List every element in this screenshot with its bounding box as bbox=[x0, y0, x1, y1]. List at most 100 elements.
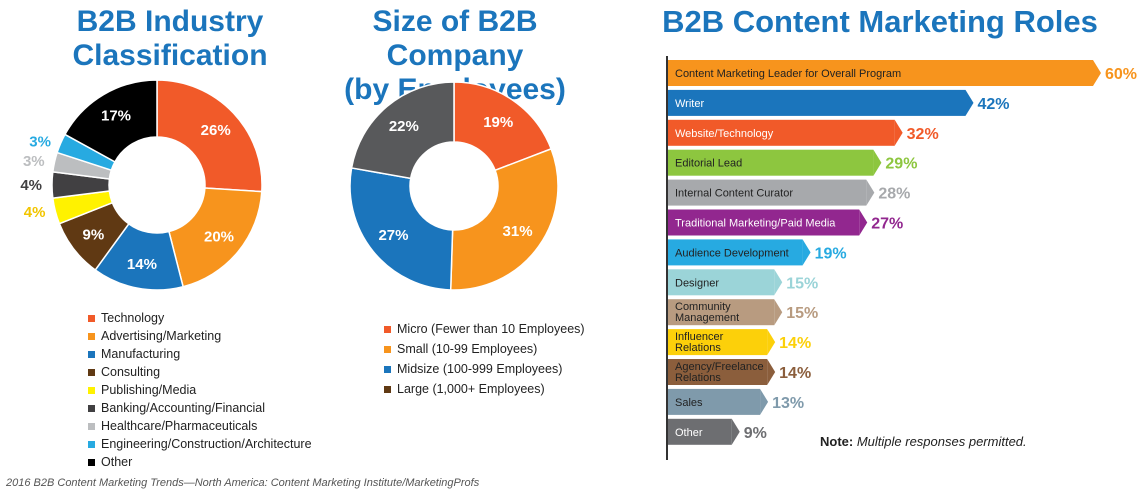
roles-category-traditional-marketing-paid-media: Traditional Marketing/Paid Media bbox=[675, 218, 836, 230]
size-legend-label: Micro (Fewer than 10 Employees) bbox=[397, 322, 585, 336]
size-legend-label: Large (1,000+ Employees) bbox=[397, 382, 545, 396]
roles-value-traditional-marketing-paid-media: 27% bbox=[871, 216, 903, 233]
size-legend-item-midsize-100-999-employees: Midsize (100-999 Employees) bbox=[384, 359, 585, 379]
industry-legend-label: Healthcare/Pharmaceuticals bbox=[101, 419, 258, 433]
industry-title-line1: B2B Industry bbox=[76, 5, 264, 38]
size-legend-swatch bbox=[384, 345, 391, 353]
size-label-midsize-100-999-employees: 27% bbox=[378, 227, 408, 244]
size-legend: Micro (Fewer than 10 Employees) Small (10… bbox=[384, 319, 585, 399]
roles-bar-writer bbox=[668, 89, 966, 116]
roles-bar-tip-content-marketing-leader-for-overall-program bbox=[1093, 60, 1101, 86]
industry-legend-swatch bbox=[88, 368, 95, 376]
roles-bar-tip-other bbox=[731, 418, 740, 445]
roles-bar-tip-traditional-marketing-paid-media bbox=[859, 209, 868, 236]
roles-value-internal-content-curator: 28% bbox=[878, 186, 910, 203]
roles-bar-internal-content-curator bbox=[668, 179, 867, 206]
size-slice-midsize-100-999-employees bbox=[349, 167, 454, 291]
industry-legend-label: Publishing/Media bbox=[101, 383, 197, 397]
roles-bar-community-management bbox=[668, 299, 775, 326]
roles-category-community-management: Community Management bbox=[675, 301, 739, 324]
roles-category-editorial-lead: Editorial Lead bbox=[675, 158, 742, 170]
roles-bar-editorial-lead bbox=[668, 149, 874, 176]
roles-bar-tip-agency-freelance-relations bbox=[767, 359, 776, 385]
size-legend-swatch bbox=[384, 385, 391, 393]
industry-donut-chart: 26% 20% 14% 9% 4% 4% 3% 3% 17% bbox=[20, 79, 263, 291]
industry-label-healthcare-pharmaceuticals: 3% bbox=[23, 153, 45, 170]
roles-title-text: B2B Content Marketing Roles bbox=[662, 4, 1098, 39]
size-slice-micro-fewer-than-10-employees bbox=[453, 81, 553, 172]
industry-label-engineering-construction-architecture: 3% bbox=[29, 134, 51, 151]
roles-bar-tip-influencer-relations bbox=[767, 329, 776, 356]
roles-bar-tip-editorial-lead bbox=[873, 149, 882, 176]
industry-legend-item-other: Other bbox=[88, 453, 312, 471]
industry-legend-item-advertising-marketing: Advertising/Marketing bbox=[88, 327, 312, 345]
industry-legend-item-healthcare-pharmaceuticals: Healthcare/Pharmaceuticals bbox=[88, 417, 312, 435]
size-slice-large-1-000-employees bbox=[350, 81, 455, 180]
note-label: Note: bbox=[820, 434, 854, 449]
roles-bar-tip-audience-development bbox=[802, 239, 811, 266]
industry-chart-title: B2B Industry Classification bbox=[40, 5, 300, 73]
industry-legend-item-consulting: Consulting bbox=[88, 363, 312, 381]
roles-value-audience-development: 19% bbox=[815, 245, 847, 262]
roles-value-website-technology: 32% bbox=[907, 126, 939, 143]
industry-label-publishing-media: 4% bbox=[24, 204, 46, 221]
roles-bar-tip-community-management bbox=[774, 299, 783, 326]
industry-legend-swatch bbox=[88, 332, 95, 340]
roles-bar-tip-writer bbox=[965, 89, 974, 116]
size-label-small-10-99-employees: 31% bbox=[503, 223, 533, 240]
roles-value-writer: 42% bbox=[978, 96, 1010, 113]
roles-bar-agency-freelance-relations bbox=[668, 359, 768, 385]
industry-label-technology: 26% bbox=[201, 122, 231, 139]
size-legend-item-small-10-99-employees: Small (10-99 Employees) bbox=[384, 339, 585, 359]
industry-legend-item-banking-accounting-financial: Banking/Accounting/Financial bbox=[88, 399, 312, 417]
industry-legend-swatch bbox=[88, 314, 95, 322]
roles-bar-tip-website-technology bbox=[894, 119, 903, 146]
roles-bar-tip-sales bbox=[760, 388, 769, 415]
roles-category-agency-freelance-relations: Agency/Freelance Relations bbox=[675, 361, 764, 384]
industry-slice-technology bbox=[156, 79, 263, 193]
roles-category-designer: Designer bbox=[675, 277, 719, 289]
industry-label-other: 17% bbox=[101, 108, 131, 125]
size-legend-label: Midsize (100-999 Employees) bbox=[397, 362, 563, 376]
roles-bar-website-technology bbox=[668, 119, 895, 146]
industry-legend-label: Banking/Accounting/Financial bbox=[101, 401, 265, 415]
roles-bar-traditional-marketing-paid-media bbox=[668, 209, 860, 236]
size-legend-swatch bbox=[384, 365, 391, 373]
roles-category-other: Other bbox=[675, 427, 703, 439]
industry-label-consulting: 9% bbox=[83, 226, 105, 243]
industry-legend-item-publishing-media: Publishing/Media bbox=[88, 381, 312, 399]
roles-category-website-technology: Website/Technology bbox=[675, 128, 774, 140]
roles-category-influencer-relations: Influencer Relations bbox=[675, 331, 724, 354]
roles-category-audience-development: Audience Development bbox=[675, 247, 789, 259]
responses-note: Note: Multiple responses permitted. bbox=[820, 434, 1027, 449]
industry-legend-item-engineering-construction-architecture: Engineering/Construction/Architecture bbox=[88, 435, 312, 453]
industry-legend-label: Manufacturing bbox=[101, 347, 181, 361]
size-label-micro-fewer-than-10-employees: 19% bbox=[483, 114, 513, 131]
roles-value-editorial-lead: 29% bbox=[885, 156, 917, 173]
roles-value-influencer-relations: 14% bbox=[779, 335, 811, 352]
industry-title-line2: Classification bbox=[72, 39, 268, 72]
industry-legend-swatch bbox=[88, 422, 95, 430]
roles-bar-chart: Content Marketing Leader for Overall Pro… bbox=[666, 56, 1137, 460]
industry-legend-swatch bbox=[88, 350, 95, 358]
industry-legend-item-technology: Technology bbox=[88, 309, 312, 327]
source-citation: 2016 B2B Content Marketing Trends—North … bbox=[6, 477, 480, 489]
roles-chart-title: B2B Content Marketing Roles bbox=[660, 5, 1100, 39]
industry-legend: Technology Advertising/Marketing Manufactu… bbox=[88, 309, 312, 471]
industry-legend-label: Engineering/Construction/Architecture bbox=[101, 437, 312, 451]
roles-bar-designer bbox=[668, 269, 775, 296]
size-legend-item-micro-fewer-than-10-employees: Micro (Fewer than 10 Employees) bbox=[384, 319, 585, 339]
roles-value-sales: 13% bbox=[772, 395, 804, 412]
size-slice-small-10-99-employees bbox=[449, 147, 559, 291]
roles-bar-influencer-relations bbox=[668, 329, 768, 356]
roles-value-designer: 15% bbox=[786, 275, 818, 292]
industry-legend-item-manufacturing: Manufacturing bbox=[88, 345, 312, 363]
industry-legend-label: Consulting bbox=[101, 365, 161, 379]
industry-legend-swatch bbox=[88, 386, 95, 394]
industry-legend-label: Other bbox=[101, 455, 133, 469]
roles-category-internal-content-curator: Internal Content Curator bbox=[675, 188, 793, 200]
size-legend-item-large-1-000-employees: Large (1,000+ Employees) bbox=[384, 379, 585, 399]
roles-value-agency-freelance-relations: 14% bbox=[779, 365, 811, 382]
size-label-large-1-000-employees: 22% bbox=[389, 118, 419, 135]
